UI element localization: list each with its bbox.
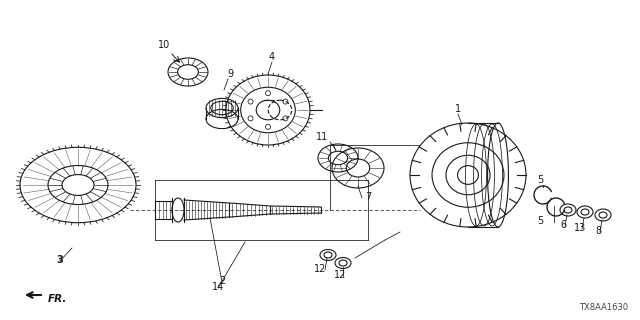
Text: 13: 13 (574, 223, 586, 233)
Text: 6: 6 (560, 220, 566, 230)
Text: 10: 10 (158, 40, 170, 50)
Text: 8: 8 (595, 226, 601, 236)
Text: 5: 5 (537, 216, 543, 226)
Text: FR.: FR. (48, 294, 67, 304)
Text: 7: 7 (365, 192, 371, 202)
Text: 3: 3 (56, 255, 63, 265)
Text: 14: 14 (212, 282, 224, 292)
Text: 1: 1 (455, 104, 461, 114)
Text: 2: 2 (219, 276, 225, 286)
Text: 9: 9 (227, 69, 233, 79)
Text: 5: 5 (537, 175, 543, 185)
Text: 4: 4 (269, 52, 275, 62)
Text: 12: 12 (314, 264, 326, 274)
Text: 11: 11 (316, 132, 328, 142)
Text: TX8AA1630: TX8AA1630 (579, 303, 628, 312)
Text: 12: 12 (334, 270, 346, 280)
